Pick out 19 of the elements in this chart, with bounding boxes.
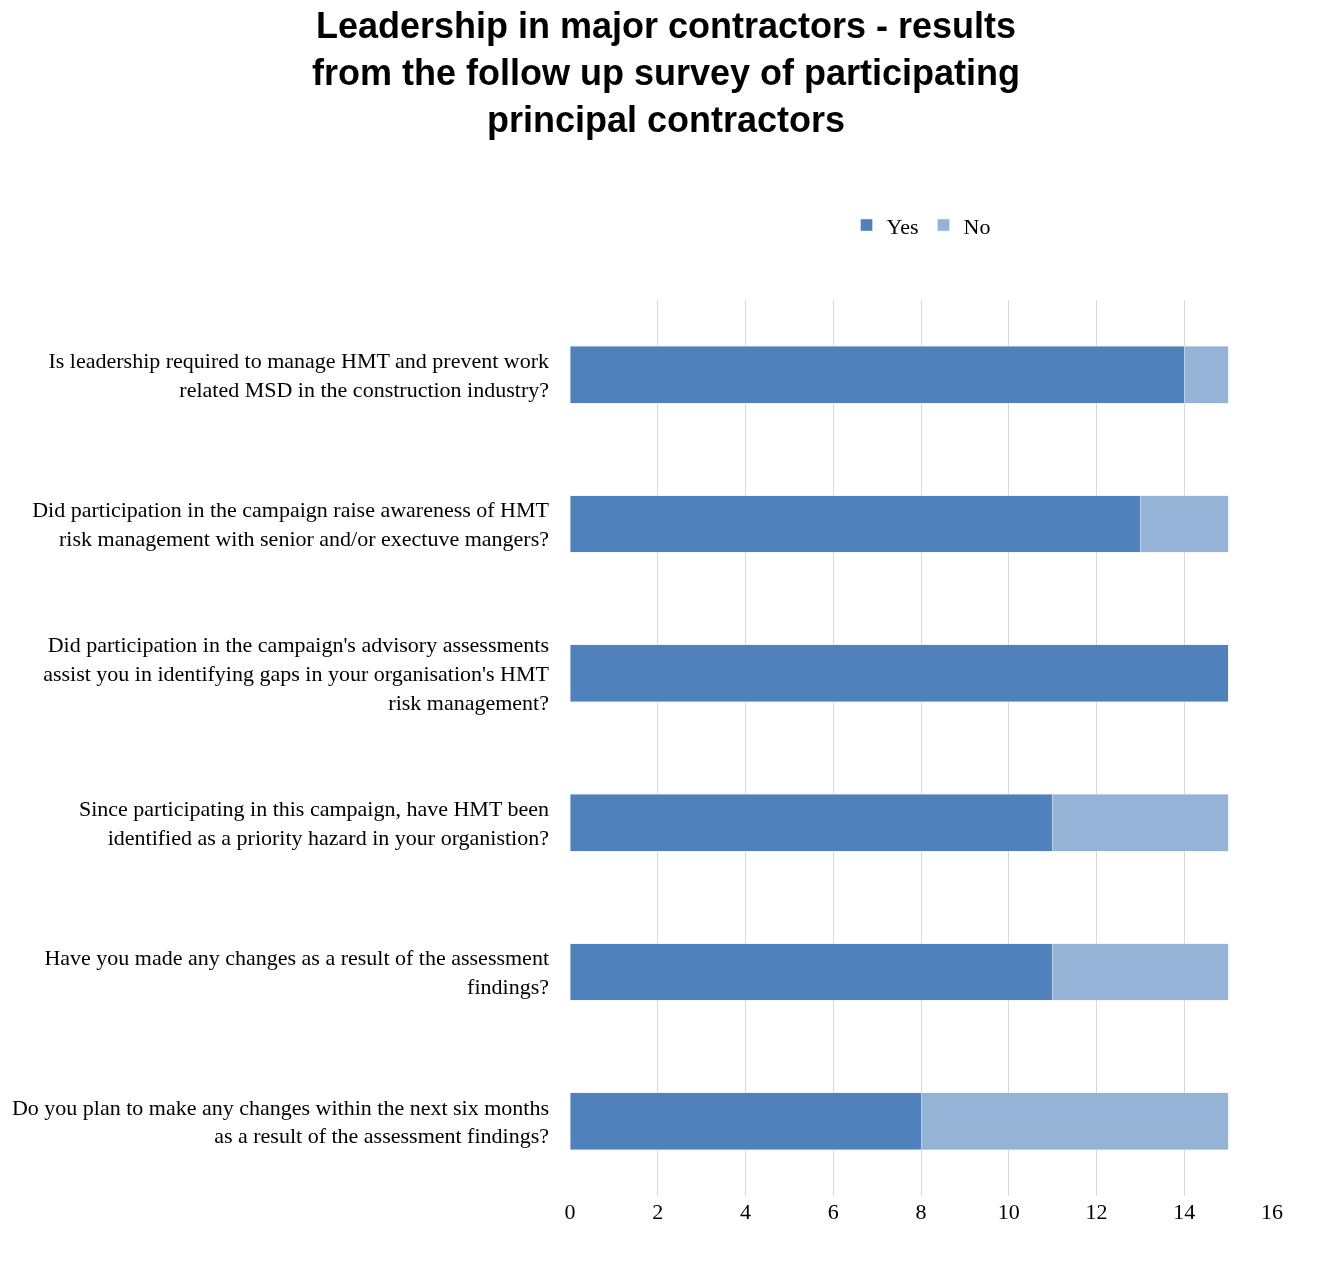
legend-label: No (963, 213, 991, 239)
y-tick-label: Have you made any changes as a result of the assessment findings? (44, 945, 549, 999)
y-tick-label: Do you plan to make any changes within the next six months as a result of the assessment findings? (11, 1094, 549, 1149)
x-tick-label: 2 (652, 1199, 664, 1224)
chart-title: Leadership in major contractors - results from the follow up survey of participating principal contractors (311, 5, 1021, 140)
x-tick-label: 14 (1173, 1199, 1196, 1224)
legend-label: Yes (886, 213, 919, 239)
x-tick-label: 8 (915, 1199, 927, 1224)
bar (570, 644, 1229, 702)
y-tick-label: Is leadership required to manage HMT and prevent work related MSD in the construction industry? (48, 348, 549, 402)
x-tick-label: 4 (740, 1199, 751, 1224)
x-tick-label: 6 (827, 1199, 839, 1224)
y-tick-label: Did participation in the campaign's advisory assessments assist you in identifying gaps in your organisation's HMT risk management? (43, 632, 550, 715)
x-tick-label: 0 (564, 1199, 576, 1224)
y-tick-label: Since participating in this campaign, have HMT been identified as a priority hazard in your organistion? (78, 796, 549, 850)
x-tick-label: 10 (997, 1199, 1020, 1224)
x-tick-label: 16 (1261, 1199, 1283, 1224)
x-tick-label: 12 (1085, 1199, 1108, 1224)
y-tick-label: Did participation in the campaign raise awareness of HMT risk management with senior and/or exectuve mangers? (32, 497, 550, 551)
